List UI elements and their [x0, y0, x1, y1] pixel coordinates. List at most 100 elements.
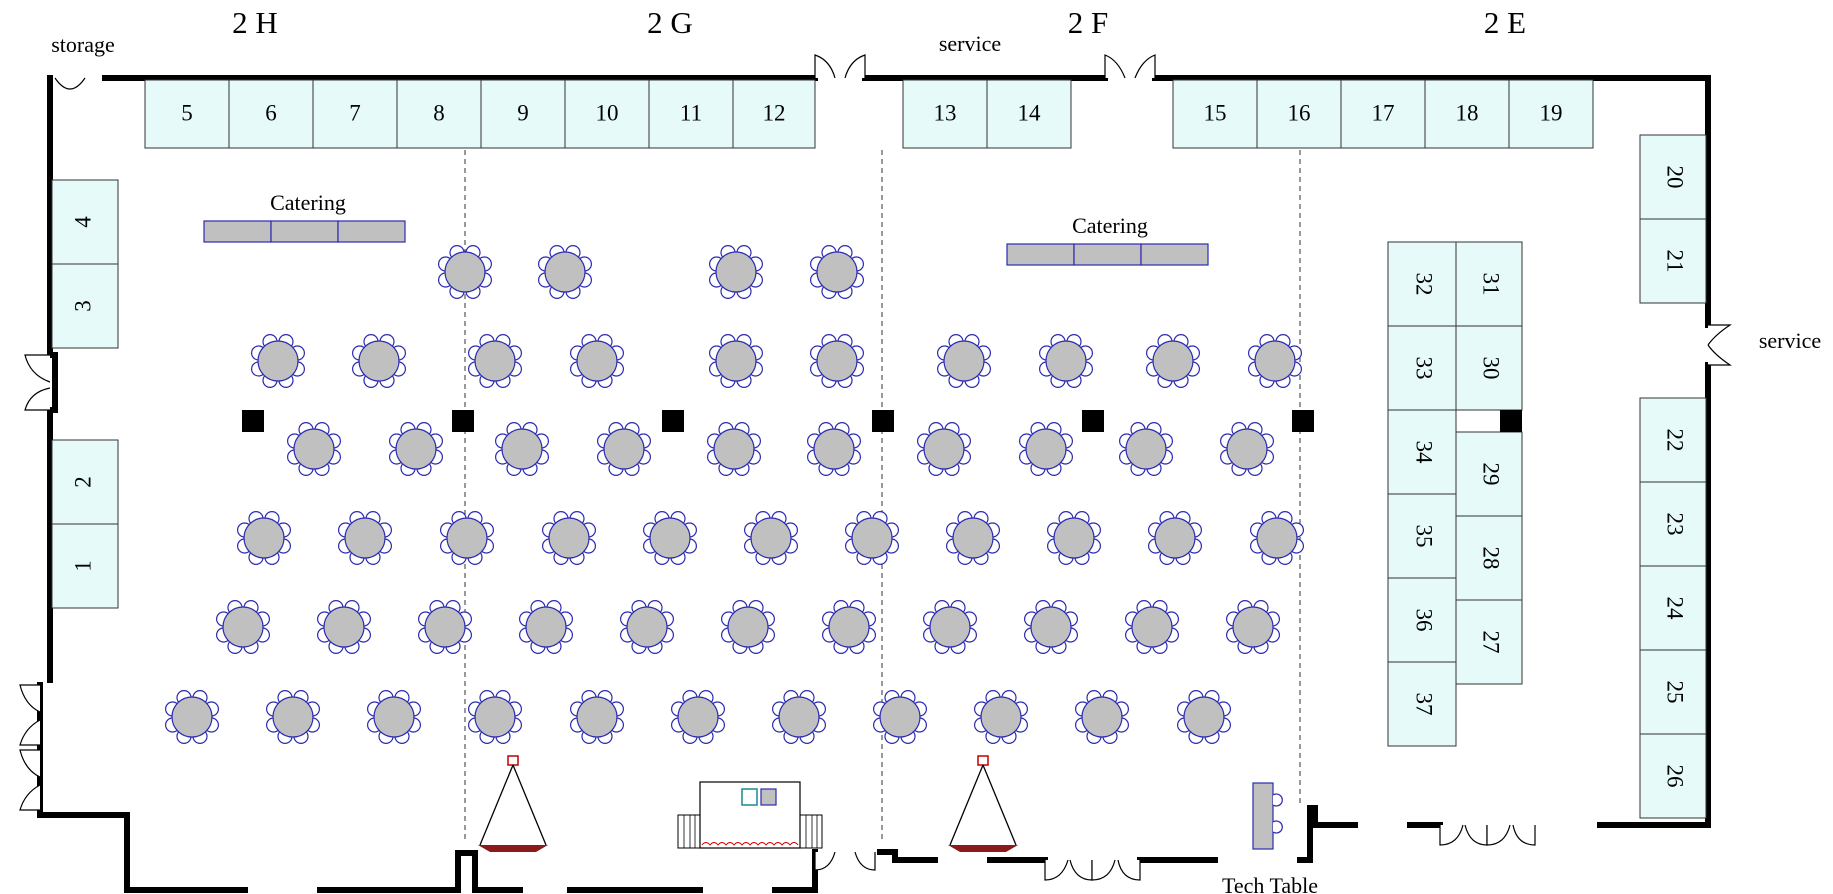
svg-text:18: 18 [1456, 100, 1479, 125]
booth-24[interactable]: 24 [1639, 565, 1707, 651]
booth-16[interactable]: 16 [1256, 79, 1342, 149]
table-top [923, 428, 965, 470]
table-top [813, 428, 855, 470]
svg-text:33: 33 [1412, 357, 1437, 380]
table-top [1232, 606, 1274, 648]
projector-screen-right [948, 755, 1018, 852]
booth-15[interactable]: 15 [1172, 79, 1258, 149]
storage-label: storage [51, 32, 115, 57]
booth-13[interactable]: 13 [902, 79, 988, 149]
booth-12[interactable]: 12 [732, 79, 816, 149]
booth-1[interactable]: 1 [51, 523, 119, 609]
round-table [809, 245, 865, 299]
round-table [518, 599, 574, 655]
booth-35[interactable]: 35 [1387, 493, 1457, 579]
booth-14[interactable]: 14 [986, 79, 1072, 149]
table-top [727, 606, 769, 648]
booth-29[interactable]: 29 [1455, 431, 1523, 517]
booth-34[interactable]: 34 [1387, 409, 1457, 495]
table-top [222, 606, 264, 648]
booth-25[interactable]: 25 [1639, 649, 1707, 735]
booth-6[interactable]: 6 [228, 79, 314, 149]
booth-19[interactable]: 19 [1508, 79, 1594, 149]
table-top [358, 340, 400, 382]
booth-3[interactable]: 3 [51, 263, 119, 349]
round-table [642, 510, 698, 566]
table-top [1053, 517, 1095, 559]
booth-18[interactable]: 18 [1424, 79, 1510, 149]
svg-text:16: 16 [1288, 100, 1311, 125]
svg-text:25: 25 [1663, 681, 1688, 704]
svg-text:32: 32 [1412, 273, 1437, 296]
svg-text:6: 6 [265, 100, 277, 125]
round-table [844, 510, 900, 566]
round-table [809, 334, 865, 388]
round-table [720, 599, 776, 655]
service-label-top: service [939, 31, 1001, 56]
booth-21[interactable]: 21 [1639, 218, 1707, 304]
svg-text:28: 28 [1479, 547, 1504, 570]
round-table [367, 689, 421, 745]
table-top [373, 696, 415, 738]
tech-table-label: Tech Table [1222, 873, 1318, 894]
booth-32[interactable]: 32 [1387, 241, 1457, 327]
table-top [444, 251, 486, 293]
table-top [1254, 340, 1296, 382]
booth-37[interactable]: 37 [1387, 661, 1457, 747]
booth-22[interactable]: 22 [1639, 397, 1707, 483]
booth-9[interactable]: 9 [480, 79, 566, 149]
booth-8[interactable]: 8 [396, 79, 482, 149]
booth-27[interactable]: 27 [1455, 599, 1523, 685]
round-table [537, 245, 593, 299]
svg-text:8: 8 [433, 100, 445, 125]
room-label-2h: 2 H [232, 5, 278, 40]
round-table [596, 422, 652, 476]
svg-text:29: 29 [1479, 463, 1504, 486]
round-table [251, 334, 305, 388]
round-table [1046, 510, 1102, 566]
round-table [266, 689, 320, 745]
table-top [1125, 428, 1167, 470]
booth-26[interactable]: 26 [1639, 733, 1707, 819]
table-top [649, 517, 691, 559]
svg-text:12: 12 [763, 100, 786, 125]
booth-4[interactable]: 4 [51, 179, 119, 265]
booth-17[interactable]: 17 [1340, 79, 1426, 149]
table-top [1152, 340, 1194, 382]
round-table [440, 510, 494, 566]
round-table [1018, 422, 1074, 476]
catering-table-left [203, 220, 406, 243]
booth-20[interactable]: 20 [1639, 134, 1707, 220]
booth-31[interactable]: 31 [1455, 241, 1523, 327]
svg-text:24: 24 [1663, 597, 1688, 621]
table-top [715, 251, 757, 293]
table-top [171, 696, 213, 738]
round-table [1124, 599, 1180, 655]
doors [19, 54, 1732, 881]
booth-30[interactable]: 30 [1455, 325, 1523, 411]
room-label-2f: 2 F [1068, 5, 1109, 40]
booth-28[interactable]: 28 [1455, 515, 1523, 601]
booth-33[interactable]: 33 [1387, 325, 1457, 411]
svg-text:14: 14 [1018, 100, 1042, 125]
table-top [677, 696, 719, 738]
round-table [708, 334, 764, 388]
booth-23[interactable]: 23 [1639, 481, 1707, 567]
svg-text:7: 7 [349, 100, 361, 125]
booth-11[interactable]: 11 [648, 79, 734, 149]
pillars [242, 410, 1522, 432]
booth-7[interactable]: 7 [312, 79, 398, 149]
booth-2[interactable]: 2 [51, 439, 119, 525]
table-top [750, 517, 792, 559]
booth-36[interactable]: 36 [1387, 577, 1457, 663]
svg-text:11: 11 [680, 100, 702, 125]
svg-text:19: 19 [1540, 100, 1563, 125]
svg-text:37: 37 [1412, 693, 1437, 716]
catering-table-right [1006, 243, 1209, 266]
booth-10[interactable]: 10 [564, 79, 650, 149]
booth-5[interactable]: 5 [144, 79, 230, 149]
table-top [603, 428, 645, 470]
svg-text:17: 17 [1372, 100, 1395, 125]
round-table [389, 422, 443, 476]
table-top [576, 340, 618, 382]
